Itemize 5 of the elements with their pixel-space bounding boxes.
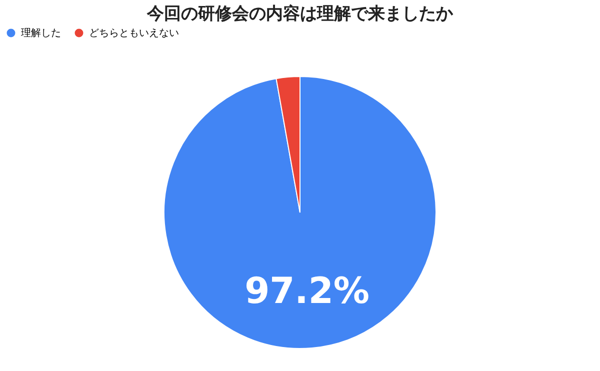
pie-slice (164, 76, 436, 349)
legend-label: 理解した (21, 28, 61, 39)
chart-title: 今回の研修会の内容は理解で来ましたか (146, 4, 454, 24)
data-label: 97.2% (244, 271, 370, 312)
legend-label: どちらともいえない (89, 28, 179, 39)
